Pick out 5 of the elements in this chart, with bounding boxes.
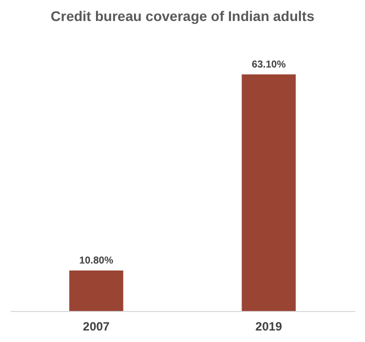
data-label: 63.10% [252,59,286,70]
chart-title: Credit bureau coverage of Indian adults [50,8,315,24]
x-tick-label: 2007 [82,320,110,334]
data-label: 10.80% [79,256,114,267]
x-tick-label: 2019 [255,320,282,334]
